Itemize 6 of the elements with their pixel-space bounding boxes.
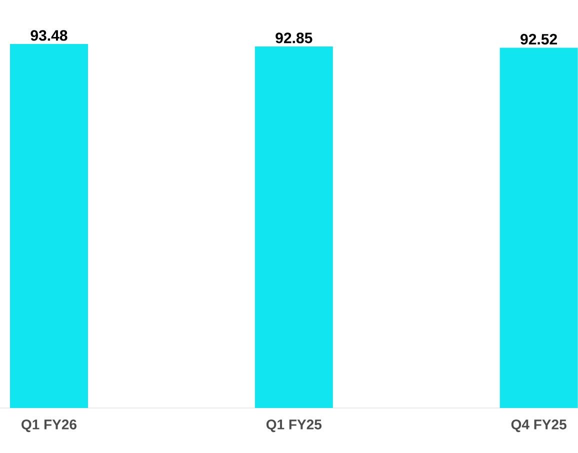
data-label: 92.85 [276, 32, 312, 44]
data-label: 92.52 [520, 34, 557, 45]
data-label: 93.48 [30, 30, 68, 41]
x-tick-label: Q1 FY26 [22, 420, 76, 432]
x-tick-label: Q4 FY25 [511, 420, 566, 432]
x-tick-label: Q1 FY25 [266, 420, 322, 432]
